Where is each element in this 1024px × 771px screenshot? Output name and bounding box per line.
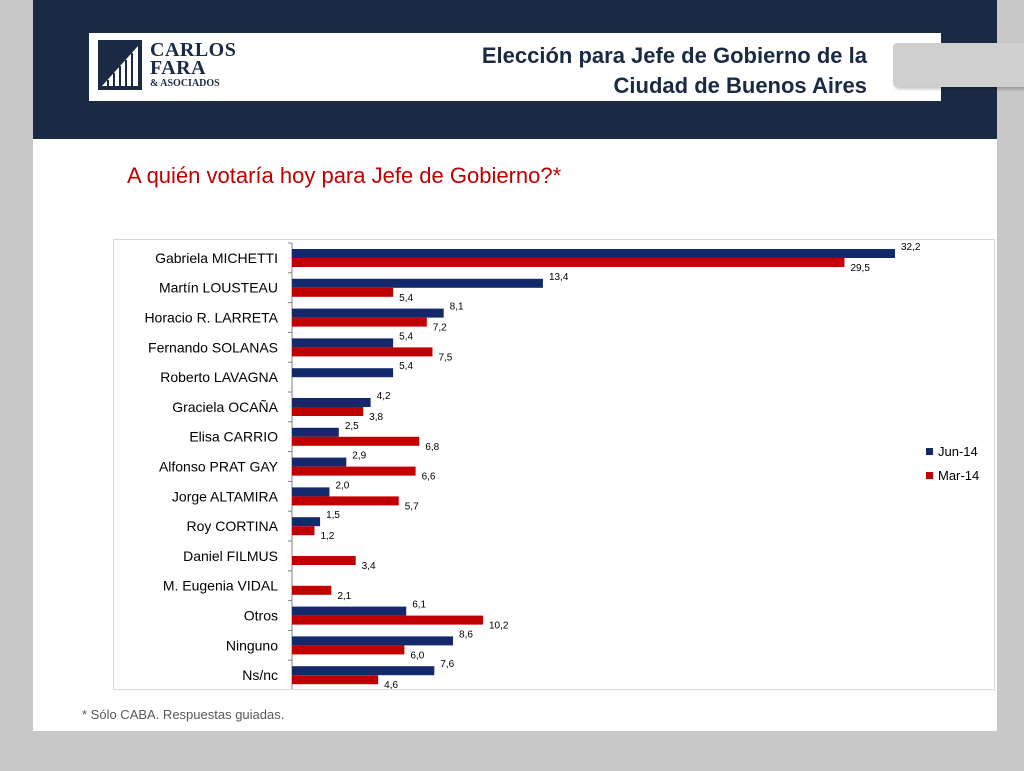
data-label: 7,5 — [438, 352, 452, 363]
bar-jun-14 — [292, 636, 454, 646]
logo-line-2: FARA — [150, 57, 207, 79]
bar-jun-14 — [292, 487, 330, 497]
header-band: CARLOS FARA & ASOCIADOS Elección para Je… — [33, 0, 997, 139]
bar-mar-14 — [292, 645, 405, 655]
data-label: 4,6 — [384, 680, 398, 689]
bar-mar-14 — [292, 585, 332, 595]
category-label: Elisa CARRIO — [189, 429, 278, 445]
data-label: 6,6 — [422, 472, 436, 483]
data-label: 6,8 — [425, 442, 439, 453]
bar-jun-14 — [292, 249, 895, 258]
bar-jun-14 — [292, 427, 339, 437]
page-title: Elección para Jefe de Gobierno de la Ciu… — [307, 41, 867, 101]
bar-jun-14 — [292, 338, 394, 348]
bar-mar-14 — [292, 496, 399, 506]
category-label: Horacio R. LARRETA — [144, 310, 278, 326]
category-label: Roy CORTINA — [186, 518, 278, 534]
category-label: Daniel FILMUS — [183, 548, 278, 564]
data-label: 7,6 — [440, 659, 454, 670]
title-box: CARLOS FARA & ASOCIADOS Elección para Je… — [89, 33, 941, 101]
decorative-tab — [893, 43, 1024, 87]
data-label: 2,5 — [345, 421, 359, 432]
bar-jun-14 — [292, 666, 435, 676]
legend-swatch-jun-14 — [926, 448, 933, 455]
legend-swatch-mar-14 — [926, 472, 933, 479]
page-title-line-2: Ciudad de Buenos Aires — [613, 73, 867, 98]
category-label: Roberto LAVAGNA — [160, 369, 278, 385]
logo-mark-icon — [98, 40, 142, 90]
data-label: 5,4 — [399, 331, 413, 342]
data-label: 29,5 — [850, 263, 870, 274]
category-label: Martín LOUSTEAU — [159, 280, 278, 296]
logo-line-1: CARLOS — [150, 39, 237, 61]
category-label: Alfonso PRAT GAY — [159, 459, 279, 475]
bar-jun-14 — [292, 398, 371, 407]
logo-text: CARLOS FARA & ASOCIADOS — [150, 39, 237, 90]
category-label: Fernando SOLANAS — [148, 339, 278, 355]
data-label: 10,2 — [489, 621, 509, 632]
bar-jun-14 — [292, 308, 444, 318]
category-label: M. Eugenia VIDAL — [163, 578, 278, 594]
chart-frame: Gabriela MICHETTI 32,2 29,5 Martín LOUSTEAU… — [113, 239, 995, 690]
bar-mar-14 — [292, 258, 845, 267]
bar-mar-14 — [292, 407, 364, 416]
bar-jun-14 — [292, 606, 407, 616]
data-label: 8,1 — [450, 302, 464, 313]
data-label: 3,8 — [369, 412, 383, 423]
data-label: 32,2 — [901, 242, 921, 253]
bar-mar-14 — [292, 287, 394, 297]
category-label: Ns/nc — [242, 667, 278, 683]
logo-line-3: & ASOCIADOS — [150, 78, 220, 89]
data-label: 4,2 — [377, 391, 391, 402]
bar-mar-14 — [292, 556, 356, 565]
data-label: 6,0 — [410, 650, 424, 661]
data-label: 5,7 — [405, 501, 419, 512]
bar-jun-14 — [292, 517, 321, 527]
legend-label: Jun-14 — [938, 444, 978, 459]
bar-mar-14 — [292, 466, 416, 476]
data-label: 1,5 — [326, 510, 340, 521]
legend-label: Mar-14 — [938, 468, 979, 483]
footnote: * Sólo CABA. Respuestas guiadas. — [82, 707, 285, 722]
data-label: 1,2 — [320, 531, 334, 542]
data-label: 3,4 — [362, 561, 376, 572]
data-label: 6,1 — [412, 600, 426, 611]
data-label: 13,4 — [549, 272, 569, 283]
bar-jun-14 — [292, 368, 394, 378]
data-label: 5,4 — [399, 293, 413, 304]
data-label: 5,4 — [399, 361, 413, 372]
category-label: Graciela OCAÑA — [172, 399, 278, 415]
page-title-line-1: Elección para Jefe de Gobierno de la — [481, 43, 867, 68]
bar-chart: Gabriela MICHETTI 32,2 29,5 Martín LOUSTEAU… — [144, 242, 979, 689]
bar-jun-14 — [292, 457, 347, 467]
data-label: 2,0 — [335, 480, 349, 491]
company-logo: CARLOS FARA & ASOCIADOS — [98, 40, 240, 92]
category-label: Otros — [244, 608, 278, 624]
chart-question: A quién votaría hoy para Jefe de Gobiern… — [127, 163, 562, 188]
data-label: 7,2 — [433, 323, 447, 334]
bar-mar-14 — [292, 347, 433, 357]
bar-mar-14 — [292, 436, 420, 446]
bar-mar-14 — [292, 675, 379, 685]
data-label: 2,1 — [337, 591, 351, 602]
category-label: Ninguno — [226, 637, 278, 653]
data-label: 8,6 — [459, 629, 473, 640]
category-label: Jorge ALTAMIRA — [172, 488, 279, 504]
bar-mar-14 — [292, 615, 484, 625]
data-label: 2,9 — [352, 451, 366, 462]
bar-jun-14 — [292, 278, 543, 288]
category-label: Gabriela MICHETTI — [155, 250, 278, 266]
bar-mar-14 — [292, 526, 315, 536]
bar-mar-14 — [292, 317, 427, 327]
slide: CARLOS FARA & ASOCIADOS Elección para Je… — [33, 0, 997, 731]
